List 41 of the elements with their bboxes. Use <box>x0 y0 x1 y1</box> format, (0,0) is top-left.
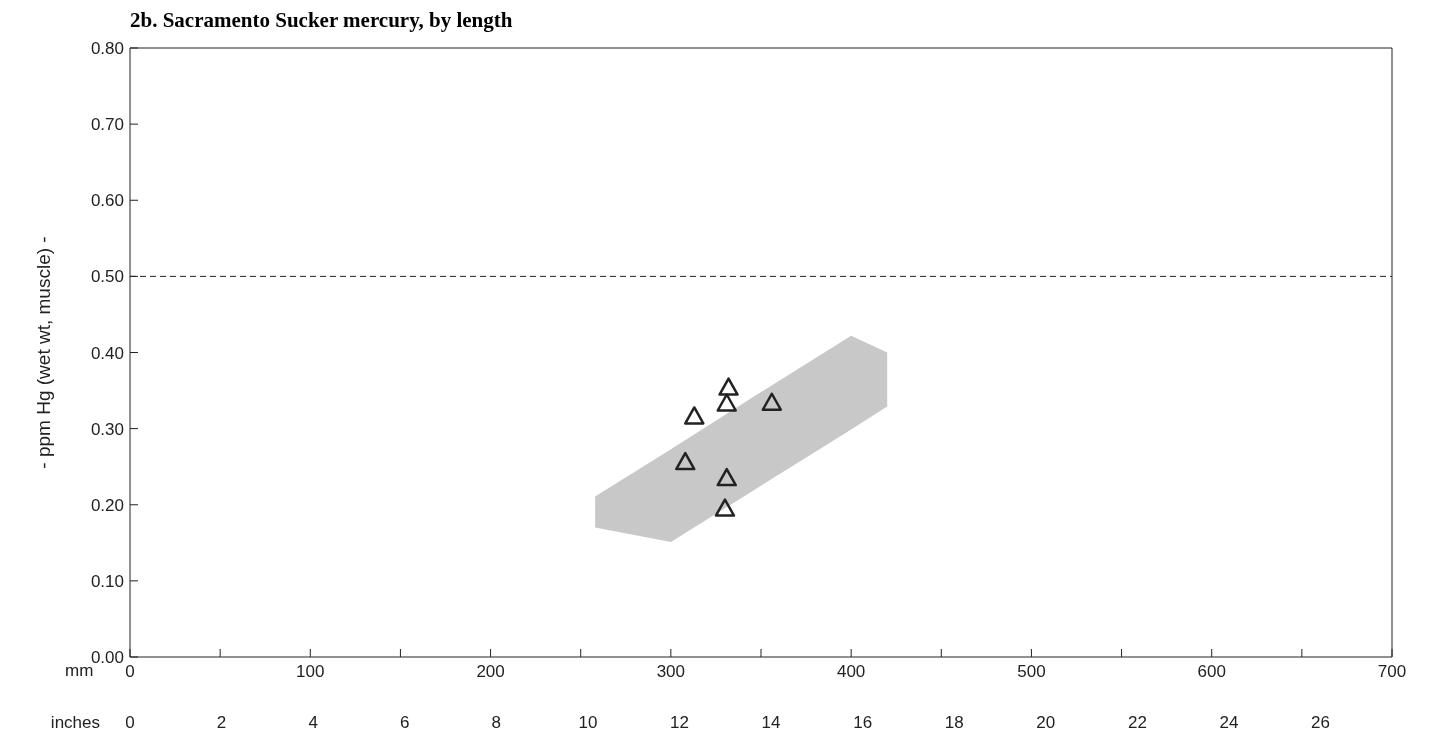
x2-tick-label: 14 <box>761 713 781 732</box>
x-tick-label: 0 <box>125 662 135 682</box>
x2-tick-label: 26 <box>1311 713 1331 732</box>
y-tick-label: 0.40 <box>90 343 124 363</box>
point <box>675 451 696 471</box>
x-tick-label: 200 <box>476 662 505 682</box>
x2-tick-label: 18 <box>944 713 964 732</box>
point <box>761 392 783 411</box>
x2-tick-label: 10 <box>578 713 598 732</box>
point <box>718 377 739 396</box>
x-tick-label: 600 <box>1197 662 1226 682</box>
x2-tick-label: 8 <box>491 713 502 732</box>
x2-tick-label: 16 <box>853 713 873 732</box>
y-tick-label: 0.70 <box>90 115 124 135</box>
y-axis-title: - ppm Hg (wet wt, muscle) - <box>32 236 54 469</box>
point <box>684 406 705 425</box>
x-tick-label: 700 <box>1377 662 1407 682</box>
x-tick-label: 500 <box>1017 662 1046 682</box>
x2-axis-title: inches <box>50 713 100 732</box>
x2-tick-label: 12 <box>670 713 689 732</box>
chart-title: 2b. Sacramento Sucker mercury, by length <box>130 8 514 34</box>
y-tick-label: 0.10 <box>90 571 124 591</box>
x-tick-label: 100 <box>296 662 325 682</box>
y-tick-label: 0.30 <box>90 419 124 439</box>
y-tick-label: 0.80 <box>90 39 124 59</box>
point <box>714 498 736 517</box>
x2-tick-label: 2 <box>216 713 227 732</box>
y-tick-label: 0.20 <box>90 495 124 515</box>
x-tick-label: 400 <box>836 662 866 682</box>
y-tick-label: 0.50 <box>90 267 124 287</box>
y-tick-label: 0.60 <box>90 191 124 211</box>
x2-tick-label: 6 <box>400 713 410 732</box>
point <box>716 393 737 412</box>
x2-tick-label: 4 <box>308 713 318 732</box>
x2-tick-label: 24 <box>1219 713 1239 732</box>
x2-tick-label: 20 <box>1036 713 1056 732</box>
x2-tick-label: 22 <box>1127 713 1147 732</box>
point <box>716 467 737 487</box>
y-tick-label: 0.00 <box>90 648 124 668</box>
x-tick-label: 300 <box>656 662 686 682</box>
x2-tick-label: 0 <box>125 713 135 732</box>
